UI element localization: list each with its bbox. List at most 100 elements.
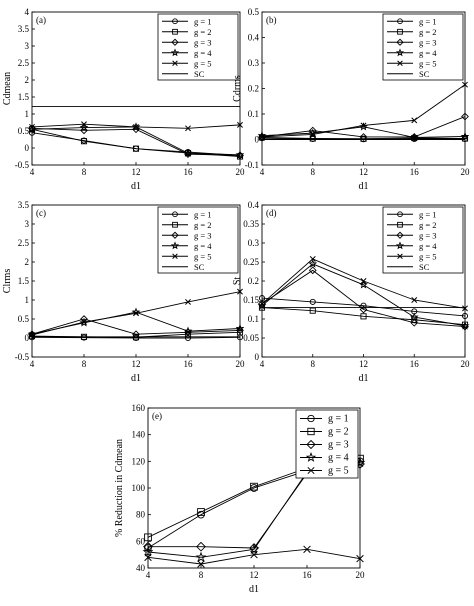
y-tick-label: 0 <box>25 333 30 343</box>
legend-marker <box>395 48 405 57</box>
x-tick-label: 4 <box>30 167 35 177</box>
legend-label: g = 4 <box>328 453 349 464</box>
data-point-g4 <box>142 546 154 557</box>
data-point-g2 <box>28 333 36 340</box>
legend-label: g = 2 <box>328 427 349 438</box>
legend-label: g = 1 <box>194 16 212 26</box>
legend: g = 1g = 2g = 3g = 4g = 5SC <box>157 206 239 274</box>
y-tick-label: 0.4 <box>248 33 260 43</box>
chart-panel-1: 4 8 12 16 20 -0.5 0 0.5 1 1.5 2 2.5 3 3.5 4 d1 Cdmean (a)… <box>2 7 245 192</box>
y-tick-label: 160 <box>132 403 146 413</box>
y-tick-label: 4 <box>25 7 30 17</box>
y-tick-label: 0.5 <box>18 126 30 136</box>
legend-marker <box>397 28 403 35</box>
legend: g = 1g = 2g = 3g = 4g = 5SC <box>382 13 464 81</box>
y-tick-label: 0.1 <box>248 109 259 119</box>
data-point-g5 <box>309 131 316 138</box>
data-point-g5 <box>309 256 316 262</box>
x-tick-label: 12 <box>359 167 368 177</box>
data-point-g4 <box>183 326 193 335</box>
data-point-g1 <box>461 312 469 320</box>
data-point-g3 <box>410 318 419 327</box>
legend-marker <box>170 48 180 57</box>
chart-panel-3: 4 8 12 16 20 -0.5 0 0.5 1 1.5 2 2.5 3 3.5 d1 Clrms (c) g … <box>2 200 245 384</box>
y-axis-label: St <box>232 277 243 286</box>
y-tick-label: 2.5 <box>18 238 30 248</box>
legend-label: g = 1 <box>328 414 349 425</box>
data-point-g4 <box>235 323 245 333</box>
data-point-g5 <box>360 122 367 129</box>
x-tick-label: 4 <box>146 570 151 580</box>
data-point-g2 <box>309 307 316 314</box>
legend-label: g = 4 <box>419 241 437 251</box>
panel-label: (c) <box>36 208 46 218</box>
legend-box <box>157 13 239 81</box>
legend-label: g = 2 <box>419 27 437 37</box>
x-tick-label: 16 <box>410 167 420 177</box>
legend-marker <box>396 38 404 46</box>
legend-label: g = 5 <box>194 251 212 261</box>
legend-marker <box>307 466 315 475</box>
x-tick-label: 8 <box>82 359 87 369</box>
data-point-g4 <box>195 551 207 562</box>
legend-marker <box>397 18 403 25</box>
y-tick-label: -0.5 <box>15 352 30 362</box>
data-point-g3 <box>143 541 153 552</box>
data-point-g5 <box>197 560 205 568</box>
legend-label: g = 3 <box>419 230 437 240</box>
data-point-g3 <box>308 266 317 275</box>
data-point-g4 <box>183 148 193 157</box>
legend-marker <box>305 452 317 462</box>
legend-marker <box>307 427 315 436</box>
legend-label: g = 1 <box>419 16 437 26</box>
y-tick-label: 0.2 <box>248 84 259 94</box>
x-tick-label: 12 <box>359 359 368 369</box>
data-point-g5 <box>259 133 265 140</box>
y-tick-label: 0.4 <box>248 200 260 210</box>
x-axis-label: d1 <box>249 584 259 595</box>
legend-marker <box>172 253 178 260</box>
x-tick-label: 16 <box>410 359 420 369</box>
data-point-g5 <box>144 553 152 562</box>
y-axis-label: Cdrms <box>232 75 243 102</box>
data-point-g3 <box>461 112 469 121</box>
y-tick-label: 100 <box>132 483 146 493</box>
legend-label: g = 2 <box>194 27 212 37</box>
data-point-g2 <box>258 304 266 311</box>
data-point-g2 <box>461 135 469 142</box>
y-tick-label: 3 <box>25 41 30 51</box>
data-point-g1 <box>309 298 316 305</box>
x-axis-label: d1 <box>359 181 369 192</box>
legend-label: g = 1 <box>194 209 212 219</box>
x-tick-label: 20 <box>236 359 246 369</box>
x-tick-label: 16 <box>303 570 313 580</box>
y-tick-label: 0 <box>25 143 30 153</box>
data-point-g2 <box>144 533 152 542</box>
y-axis-label: Clrms <box>2 269 13 294</box>
data-point-g5 <box>303 545 311 554</box>
y-axis-label: Cdmean <box>2 72 13 105</box>
data-point-g3 <box>359 305 368 314</box>
data-point-g5 <box>250 550 258 559</box>
y-tick-label: -0.1 <box>245 160 259 170</box>
data-point-g5 <box>462 81 468 88</box>
legend-label: g = 4 <box>419 48 437 58</box>
data-point-g4 <box>409 312 419 321</box>
y-tick-label: 0.1 <box>248 314 259 324</box>
data-point-g2 <box>309 135 316 142</box>
series-line-g2 <box>261 307 466 326</box>
series-line-g4 <box>261 263 466 327</box>
y-tick-label: 2.5 <box>18 58 30 68</box>
x-tick-label: 4 <box>30 359 35 369</box>
data-point-g5 <box>356 554 364 563</box>
y-tick-label: 0 <box>255 135 260 145</box>
series-line-g3 <box>31 318 241 335</box>
x-tick-label: 8 <box>82 167 87 177</box>
data-point-g5 <box>29 332 35 338</box>
x-axis-label: d1 <box>359 373 369 384</box>
y-tick-label: 1 <box>25 295 30 305</box>
data-point-g4 <box>409 132 419 142</box>
data-point-g2 <box>197 508 205 516</box>
legend-marker <box>396 231 404 239</box>
